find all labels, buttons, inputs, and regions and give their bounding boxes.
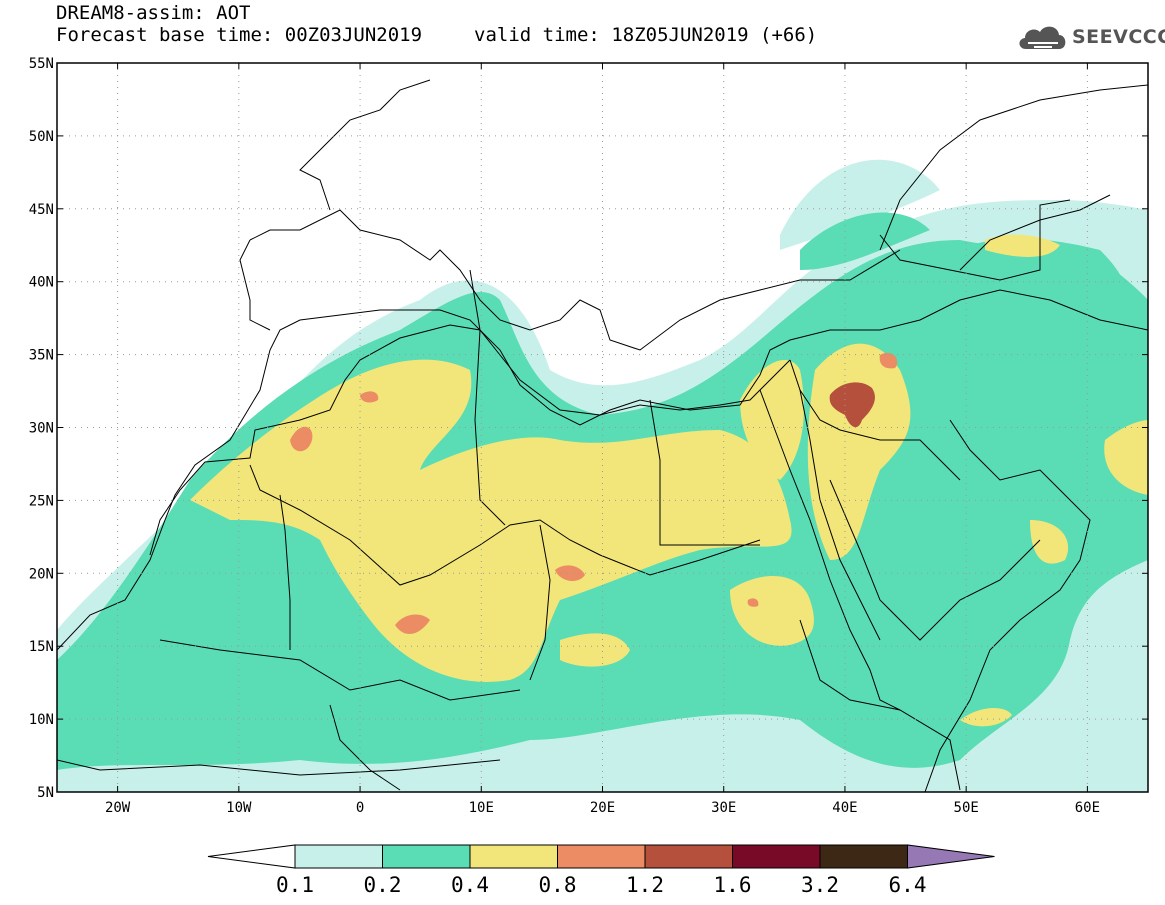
colorbar-label: 1.2 — [626, 873, 664, 897]
colorbar-label: 3.2 — [801, 873, 839, 897]
lat-tick-label: 45N — [29, 202, 54, 218]
colorbar-segment — [294, 844, 383, 869]
lat-tick-label: 10N — [29, 712, 54, 728]
country-boundaries — [149, 199, 1071, 791]
lon-tick-label: 50E — [954, 800, 979, 816]
lat-tick-label: 20N — [29, 566, 54, 582]
colorbar-label: 0.8 — [539, 873, 577, 897]
lon-tick-label: 20W — [105, 800, 131, 816]
colorbar-segment — [644, 844, 733, 869]
logo: SEEVCCC — [1016, 20, 1165, 54]
lat-tick-label: 25N — [29, 493, 54, 509]
axis-ticks: 20W 10W 0 10E 20E 30E 40E 50E 60E 55N 50N 45N 40N 35N… — [29, 56, 1148, 816]
lon-tick-label: 40E — [832, 800, 857, 816]
colorbar-label: 0.4 — [451, 873, 489, 897]
lon-tick-label: 10W — [226, 800, 252, 816]
colorbar-segment — [382, 844, 471, 869]
colorbar-segment — [732, 844, 821, 869]
lon-tick-label: 60E — [1075, 800, 1100, 816]
lat-tick-label: 55N — [29, 56, 54, 72]
colorbar-segment — [819, 844, 908, 869]
colorbar-over-triangle — [907, 844, 995, 869]
colorbar-label: 1.6 — [714, 873, 752, 897]
lat-tick-label: 30N — [29, 421, 54, 437]
valid-time: valid time: 18Z05JUN2019 (+66) — [474, 24, 818, 46]
colorbar-segment — [557, 844, 646, 869]
colorbar-segment — [469, 844, 558, 869]
colorbar: 0.1 0.2 0.4 0.8 1.2 1.6 3.2 6.4 — [207, 844, 995, 897]
coastlines — [57, 79, 1148, 792]
lat-tick-label: 50N — [29, 129, 54, 145]
lon-tick-label: 10E — [469, 800, 494, 816]
lat-tick-label: 40N — [29, 275, 54, 291]
logo-text: SEEVCCC — [1072, 26, 1165, 48]
aot-level-0.8 — [290, 352, 898, 635]
aot-field — [57, 159, 1148, 792]
time-info: Forecast base time: 00Z03JUN2019 valid ti… — [56, 24, 817, 46]
colorbar-under-triangle — [207, 844, 296, 869]
aot-level-1.2 — [829, 382, 875, 428]
lon-tick-label: 20E — [590, 800, 615, 816]
lat-tick-label: 15N — [29, 639, 54, 655]
base-time: Forecast base time: 00Z03JUN2019 — [56, 24, 423, 46]
lat-tick-label: 35N — [29, 348, 54, 364]
colorbar-label: 0.1 — [276, 873, 314, 897]
lat-tick-label: 5N — [37, 785, 54, 801]
lon-tick-label: 0 — [356, 800, 364, 816]
lon-tick-label: 30E — [711, 800, 736, 816]
colorbar-label: 6.4 — [889, 873, 927, 897]
map-title: DREAM8-assim: AOT — [56, 2, 251, 24]
colorbar-label: 0.2 — [364, 873, 402, 897]
cloud-icon — [1019, 26, 1066, 49]
